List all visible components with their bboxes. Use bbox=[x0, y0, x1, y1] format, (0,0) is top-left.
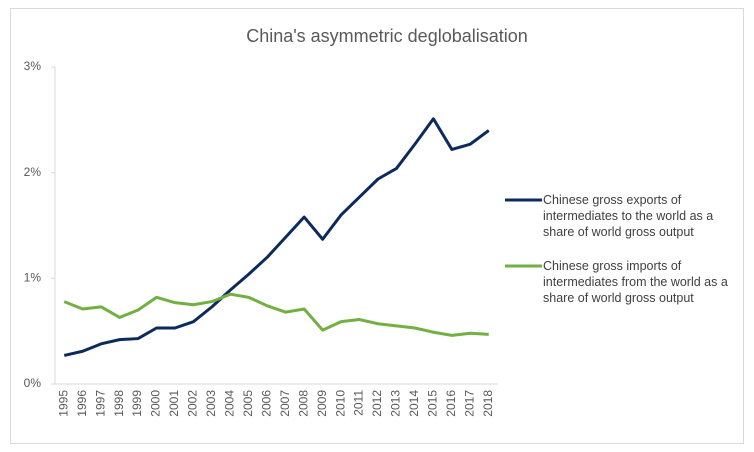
x-tick-label: 2008 bbox=[296, 390, 310, 417]
legend-label: Chinese gross imports of intermediates f… bbox=[543, 259, 728, 305]
y-tick-label: 0% bbox=[24, 376, 42, 390]
x-tick-label: 2015 bbox=[426, 390, 440, 417]
x-tick-label: 2011 bbox=[352, 390, 366, 416]
x-tick-label: 1995 bbox=[56, 390, 70, 417]
y-tick-label: 2% bbox=[24, 165, 42, 179]
x-tick-label: 2009 bbox=[315, 390, 329, 417]
x-tick-label: 2017 bbox=[462, 390, 476, 417]
x-tick-label: 1997 bbox=[93, 390, 107, 417]
x-tick-label: 1996 bbox=[75, 390, 89, 417]
x-tick-label: 2018 bbox=[481, 390, 495, 417]
legend-label: Chinese gross exports of intermediates t… bbox=[543, 193, 714, 239]
x-tick-label: 1999 bbox=[130, 390, 144, 417]
x-tick-label: 2002 bbox=[186, 390, 200, 417]
series-line bbox=[63, 117, 490, 357]
x-tick-label: 2007 bbox=[278, 390, 292, 417]
x-tick-label: 2013 bbox=[389, 390, 403, 417]
series-line bbox=[63, 292, 489, 337]
x-tick-label: 2014 bbox=[407, 390, 421, 417]
y-tick-label: 1% bbox=[24, 271, 42, 285]
x-tick-label: 2003 bbox=[204, 390, 218, 417]
chart-border bbox=[10, 8, 744, 444]
x-tick-label: 2016 bbox=[444, 390, 458, 417]
x-tick-label: 2006 bbox=[259, 390, 273, 417]
x-tick-label: 2010 bbox=[333, 390, 347, 417]
x-tick-label: 2004 bbox=[223, 390, 237, 417]
x-tick-label: 2012 bbox=[370, 390, 384, 417]
x-tick-label: 2000 bbox=[149, 390, 163, 417]
x-tick-label: 1998 bbox=[112, 390, 126, 417]
y-tick-label: 3% bbox=[24, 59, 42, 73]
x-tick-label: 2001 bbox=[167, 390, 181, 417]
x-tick-label: 2005 bbox=[241, 390, 255, 417]
chart-title: China's asymmetric deglobalisation bbox=[246, 26, 528, 46]
